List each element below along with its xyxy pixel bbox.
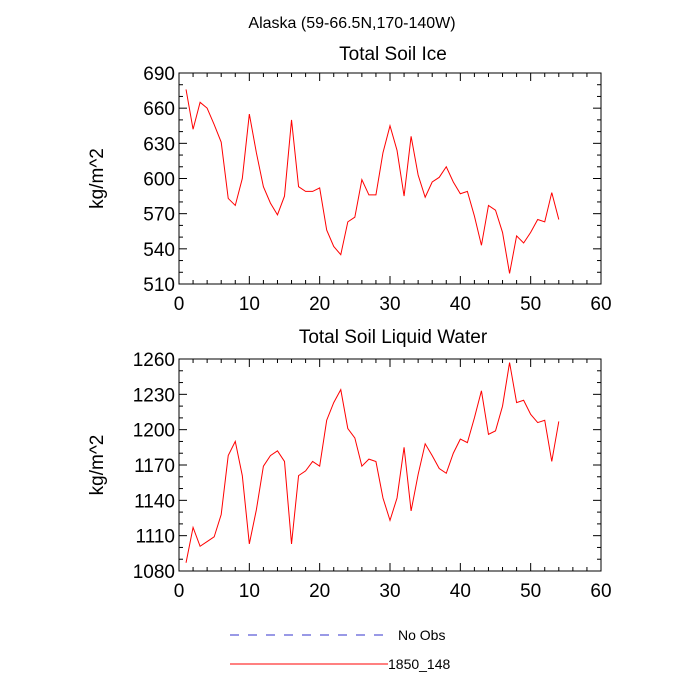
- panel-title: Total Soil Liquid Water: [299, 327, 488, 348]
- x-tick-label: 60: [590, 294, 611, 315]
- x-tick-label: 40: [450, 294, 471, 315]
- y-axis-title: kg/m^2: [87, 435, 108, 496]
- y-tick-label: 630: [143, 134, 175, 155]
- y-axis-title: kg/m^2: [87, 148, 108, 209]
- x-tick-label: 0: [174, 294, 185, 315]
- x-tick-label: 20: [309, 581, 330, 602]
- y-tick-label: 570: [143, 205, 175, 226]
- legend-label-1850-148: 1850_148: [388, 656, 451, 672]
- panel-title: Total Soil Ice: [339, 44, 447, 65]
- figure-title: Alaska (59-66.5N,170-140W): [248, 15, 455, 32]
- x-tick-label: 40: [450, 581, 471, 602]
- series-line-1850-148: [185, 362, 560, 563]
- y-tick-label: 540: [143, 240, 175, 261]
- y-tick-label: 1080: [133, 562, 175, 583]
- chart-total-soil-liquid-water: Total Soil Liquid Water kg/m^2 0 10 20 30 40 50…: [87, 327, 612, 602]
- x-tick-label: 50: [520, 294, 541, 315]
- x-tick-label: 60: [590, 581, 611, 602]
- series-line-1850-148: [185, 89, 560, 274]
- y-tick-label: 1200: [133, 421, 175, 442]
- y-tick-label: 1170: [134, 456, 175, 477]
- y-tick-label: 690: [143, 64, 175, 85]
- y-tick-label: 660: [143, 99, 175, 120]
- y-tick-label: 1110: [136, 527, 175, 548]
- x-tick-label: 0: [174, 581, 185, 602]
- chart-total-soil-ice: Total Soil Ice kg/m^2 0 10 20 30 40 50 60 510 540 5…: [87, 44, 612, 315]
- y-tick-label: 1140: [134, 491, 175, 512]
- x-tick-label: 30: [379, 581, 400, 602]
- x-tick-label: 20: [309, 294, 330, 315]
- plot-frame: [178, 358, 602, 572]
- y-tick-label: 1230: [133, 385, 175, 406]
- y-tick-label: 1260: [133, 350, 175, 371]
- x-tick-label: 30: [379, 294, 400, 315]
- y-tick-label: 600: [143, 170, 175, 191]
- legend-label-no-obs: No Obs: [398, 627, 445, 643]
- x-tick-label: 10: [239, 294, 260, 315]
- x-tick-label: 10: [239, 581, 260, 602]
- y-tick-label: 510: [143, 275, 175, 296]
- legend: No Obs 1850_148: [230, 627, 451, 672]
- x-tick-label: 50: [520, 581, 541, 602]
